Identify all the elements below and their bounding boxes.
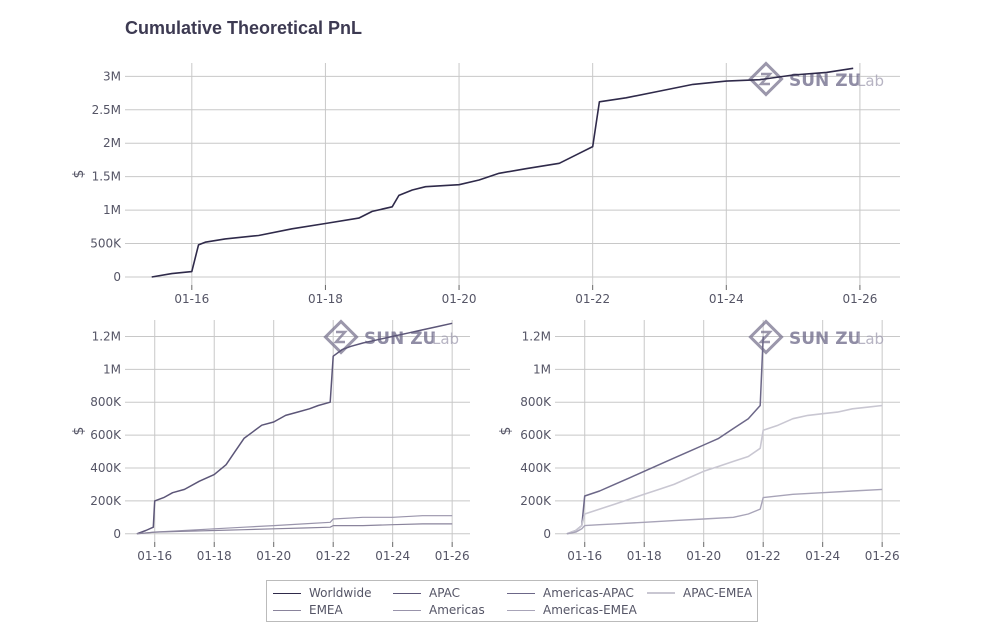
watermark-text: SUN ZU (364, 329, 436, 349)
legend-label: Americas-EMEA (543, 603, 637, 617)
x-tick-label: 01-24 (709, 292, 744, 306)
y-tick-label: 500K (90, 237, 122, 251)
watermark-text: SUN ZU (789, 71, 861, 91)
y-tick-label: 800K (90, 395, 122, 409)
series-line-americas (136, 515, 453, 535)
x-tick-label: 01-26 (435, 549, 470, 563)
y-tick-label: 400K (520, 461, 552, 475)
watermark-sub-text: Lab (432, 330, 459, 348)
series-line-apac (136, 322, 453, 535)
chart-panel-1: 0 500K 1M 1.5M 2M 2.5M 3M 01-16 01-18 01-20 01-22 0… (71, 61, 900, 306)
legend-swatch-icon (273, 592, 301, 594)
x-tick-label: 01-22 (575, 292, 610, 306)
y-tick-label: 400K (90, 461, 122, 475)
legend: Worldwide APAC Americas-APAC APAC-EMEA EMEA A… (266, 580, 758, 622)
y-axis-label: $ (498, 427, 514, 436)
series-line-worldwide (151, 67, 854, 278)
y-tick-label: 2M (103, 136, 121, 150)
y-tick-label: 1M (103, 203, 121, 217)
x-tick-label: 01-20 (686, 549, 721, 563)
x-tick-label: 01-18 (197, 549, 232, 563)
legend-item-americas[interactable]: Americas (393, 601, 485, 619)
x-tick-label: 01-26 (842, 292, 877, 306)
legend-swatch-icon (393, 592, 421, 594)
y-tick-label: 600K (520, 428, 552, 442)
watermark-text: SUN ZU (789, 329, 861, 349)
x-tick-label: 01-26 (865, 549, 900, 563)
y-axis-label: $ (71, 427, 87, 436)
chart-panel-2: 0 200K 400K 600K 800K 1M 1.2M 01-16 01-18 01-20 01… (71, 319, 470, 563)
chart-panel-3: 0 200K 400K 600K 800K 1M 1.2M 01-16 01-18 01-20 01… (498, 319, 900, 563)
watermark-glyph-icon (333, 330, 348, 344)
legend-label: EMEA (309, 603, 343, 617)
watermark-logo-icon (748, 319, 784, 355)
x-tick-label: 01-20 (442, 292, 477, 306)
y-tick-label: 0 (543, 527, 551, 541)
x-tick-label: 01-24 (375, 549, 410, 563)
y-tick-label: 200K (520, 494, 552, 508)
legend-item-americas-apac[interactable]: Americas-APAC (507, 584, 634, 602)
x-tick-label: 01-24 (805, 549, 840, 563)
x-tick-label: 01-16 (567, 549, 602, 563)
series-line-emea (136, 523, 453, 535)
y-axis-label: $ (71, 170, 87, 179)
legend-swatch-icon (507, 609, 535, 611)
watermark-sub-text: Lab (857, 330, 884, 348)
legend-swatch-icon (273, 609, 301, 611)
watermark-sub-text: Lab (857, 72, 884, 90)
y-tick-label: 2.5M (92, 103, 121, 117)
legend-item-emea[interactable]: EMEA (273, 601, 343, 619)
y-tick-label: 1M (533, 362, 551, 376)
legend-label: APAC-EMEA (683, 586, 753, 600)
legend-item-americas-emea[interactable]: Americas-EMEA (507, 601, 637, 619)
x-tick-label: 01-16 (137, 549, 172, 563)
y-tick-label: 1.2M (522, 329, 551, 343)
x-tick-label: 01-22 (316, 549, 351, 563)
watermark-logo-icon (323, 319, 359, 355)
legend-swatch-icon (393, 609, 421, 611)
legend-item-worldwide[interactable]: Worldwide (273, 584, 372, 602)
legend-swatch-icon (647, 592, 675, 594)
y-tick-label: 0 (113, 270, 121, 284)
watermark-logo-icon (748, 61, 784, 97)
y-tick-label: 600K (90, 428, 122, 442)
y-tick-label: 0 (113, 527, 121, 541)
y-tick-label: 1M (103, 362, 121, 376)
x-tick-label: 01-18 (308, 292, 343, 306)
legend-item-apac[interactable]: APAC (393, 584, 460, 602)
x-tick-label: 01-16 (174, 292, 209, 306)
watermark-glyph-icon (758, 330, 773, 344)
legend-label: Americas-APAC (543, 586, 634, 600)
series-line-americas-emea (566, 488, 883, 535)
y-tick-label: 1.2M (92, 329, 121, 343)
y-tick-label: 1.5M (92, 170, 121, 184)
x-tick-label: 01-18 (627, 549, 662, 563)
y-tick-label: 800K (520, 395, 552, 409)
legend-label: Worldwide (309, 586, 372, 600)
chart-title: Cumulative Theoretical PnL (125, 18, 363, 38)
x-tick-label: 01-22 (746, 549, 781, 563)
legend-swatch-icon (507, 592, 535, 594)
series-line-apac-emea (566, 404, 883, 535)
y-tick-label: 3M (103, 69, 121, 83)
legend-item-apac-emea[interactable]: APAC-EMEA (647, 584, 752, 602)
x-tick-label: 01-20 (256, 549, 291, 563)
y-tick-label: 200K (90, 494, 122, 508)
legend-label: Americas (429, 603, 485, 617)
series-line-americas-apac (566, 336, 764, 535)
legend-label: APAC (429, 586, 461, 600)
